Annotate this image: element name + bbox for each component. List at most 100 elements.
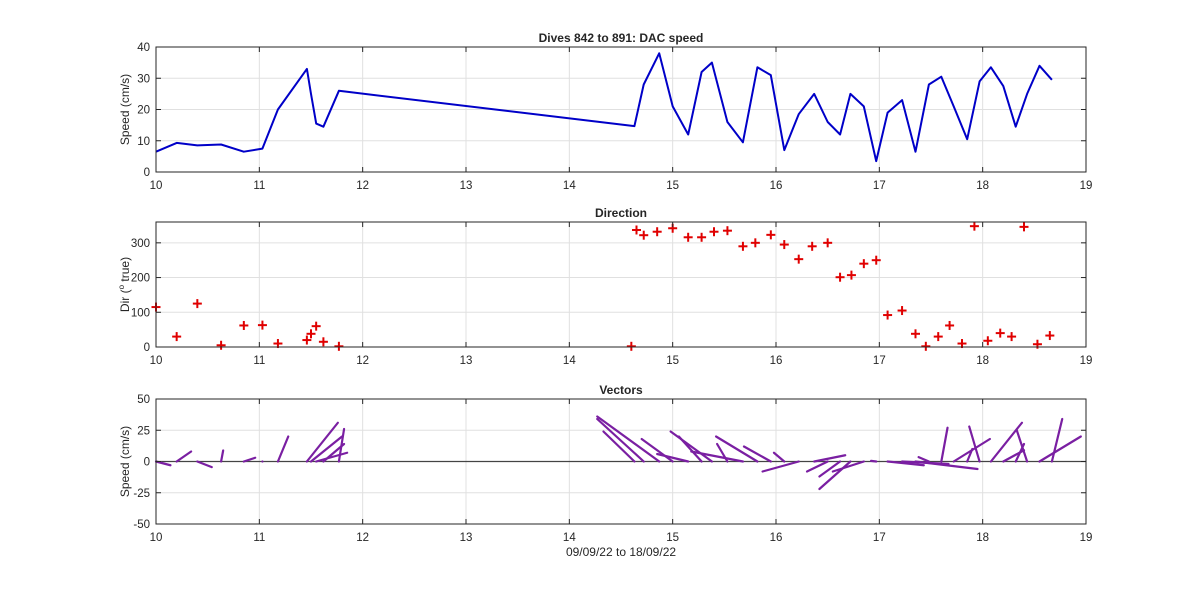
y-tick-label: 0 (144, 457, 150, 469)
x-tick-label: 18 (976, 180, 989, 192)
direction-marker (626, 341, 636, 351)
y-tick-label: 100 (131, 307, 150, 319)
vector-stick (869, 459, 878, 463)
x-tick-label: 14 (563, 532, 576, 544)
x-tick-label: 18 (976, 355, 989, 367)
direction-marker (1045, 331, 1055, 341)
direction-marker (639, 230, 649, 240)
x-tick-label: 10 (150, 532, 163, 544)
x-tick-label: 10 (150, 355, 163, 367)
direction-marker (983, 336, 993, 346)
speed-series-line (155, 52, 1053, 163)
vector-stick (596, 415, 661, 463)
direction-marker (192, 299, 202, 309)
vector-stick (690, 450, 745, 463)
x-tick-label: 11 (253, 532, 265, 544)
y-tick-label: 300 (131, 238, 150, 250)
vectors-y-axis-label: Speed (cm/s) (118, 426, 132, 497)
x-tick-label: 13 (460, 532, 473, 544)
vector-stick (305, 421, 339, 463)
direction-marker (697, 232, 707, 242)
x-tick-label: 16 (770, 532, 783, 544)
vector-stick (596, 417, 645, 463)
direction-marker (652, 227, 662, 237)
y-tick-label: 25 (137, 425, 150, 437)
direction-marker (709, 227, 719, 237)
direction-marker (306, 329, 316, 339)
vector-stick (315, 451, 349, 463)
y-tick-label: 30 (137, 73, 150, 85)
y-tick-label: 10 (137, 136, 150, 148)
x-tick-label: 12 (356, 180, 369, 192)
vector-stick (276, 435, 290, 463)
direction-marker (216, 340, 226, 350)
direction-y-axis-label: Dir (o true) (117, 257, 132, 312)
direction-y-label-prefix: Dir ( (118, 289, 132, 312)
direction-marker (995, 328, 1005, 338)
vector-stick (917, 456, 931, 463)
vector-stick (813, 454, 847, 463)
x-tick-label: 14 (563, 355, 576, 367)
speed-y-axis-label: Speed (cm/s) (118, 74, 132, 145)
vector-stick (196, 460, 213, 469)
x-tick-label: 14 (563, 180, 576, 192)
direction-marker (823, 238, 833, 248)
direction-marker (933, 332, 943, 342)
vector-stick (940, 426, 949, 463)
y-tick-label: 0 (144, 167, 150, 179)
x-tick-label: 17 (873, 180, 886, 192)
direction-marker (911, 329, 920, 339)
x-tick-label: 19 (1080, 180, 1093, 192)
vector-stick (914, 460, 979, 471)
vector-stick (1050, 417, 1064, 463)
vector-stick (640, 437, 674, 463)
vector-stick (220, 449, 225, 463)
vector-stick (154, 460, 172, 467)
direction-marker (846, 270, 856, 280)
vector-stick (761, 460, 800, 473)
speed-chart-title: Dives 842 to 891: DAC speed (539, 31, 704, 45)
vector-stick (818, 460, 852, 491)
direction-marker (302, 335, 312, 345)
direction-marker (632, 225, 641, 235)
vector-stick (669, 430, 714, 463)
x-tick-label: 17 (873, 355, 886, 367)
vector-stick (742, 445, 772, 463)
vector-stick (886, 460, 925, 467)
direction-chart-title: Direction (595, 206, 647, 220)
y-tick-label: 40 (137, 42, 150, 54)
direction-marker (921, 341, 931, 351)
direction-marker (794, 254, 804, 264)
x-tick-label: 18 (976, 532, 989, 544)
x-tick-label: 17 (873, 532, 886, 544)
x-tick-label: 19 (1080, 532, 1093, 544)
x-tick-label: 16 (770, 180, 783, 192)
x-tick-label: 15 (666, 180, 679, 192)
vector-stick (656, 452, 690, 463)
vector-stick (968, 425, 981, 463)
direction-plot-frame (155, 221, 1087, 348)
x-tick-label: 12 (356, 532, 369, 544)
vector-stick (309, 435, 344, 463)
vector-stick (602, 430, 636, 463)
vector-stick (242, 456, 257, 463)
direction-marker (969, 221, 979, 231)
direction-marker (807, 241, 817, 251)
vector-stick (714, 435, 759, 463)
x-tick-label: 13 (460, 355, 473, 367)
direction-marker (945, 320, 955, 330)
direction-panel: 10 11 12 13 14 15 16 17 18 19 0 100 200 300 Direction… (117, 206, 1092, 367)
direction-y-label-suffix: true) (118, 257, 132, 285)
direction-y-label-degree: o (117, 284, 126, 289)
y-tick-label: 200 (131, 273, 150, 285)
direction-marker (835, 272, 845, 282)
vector-stick (337, 427, 346, 463)
vector-stick (175, 450, 193, 463)
vector-stick (805, 460, 829, 473)
vector-stick (772, 451, 786, 463)
direction-marker (779, 240, 789, 250)
x-tick-label: 10 (150, 180, 163, 192)
direction-marker (318, 337, 328, 347)
